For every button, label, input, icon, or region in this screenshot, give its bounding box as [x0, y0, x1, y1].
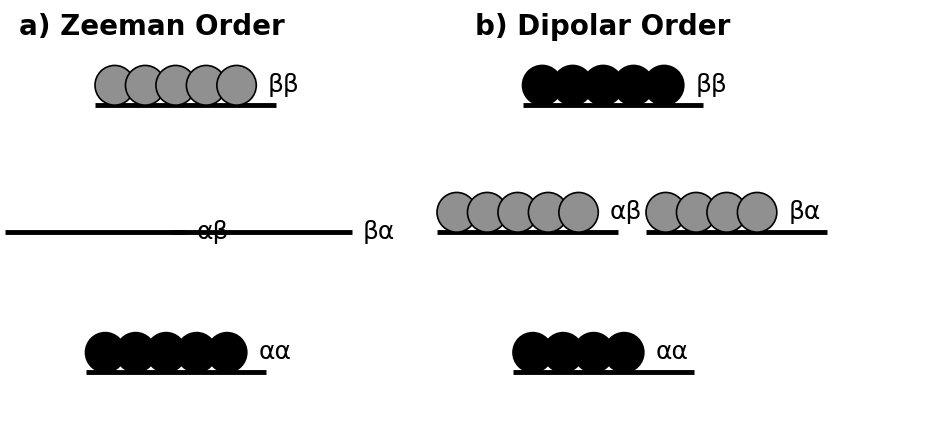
Text: βα: βα [363, 220, 395, 244]
Text: αα: αα [258, 340, 292, 364]
Ellipse shape [498, 192, 538, 232]
Ellipse shape [543, 332, 583, 372]
Ellipse shape [177, 332, 217, 372]
Ellipse shape [125, 65, 165, 105]
Ellipse shape [186, 65, 226, 105]
Ellipse shape [146, 332, 186, 372]
Ellipse shape [737, 192, 777, 232]
Ellipse shape [553, 65, 593, 105]
Text: αβ: αβ [610, 200, 642, 224]
Ellipse shape [676, 192, 716, 232]
Ellipse shape [614, 65, 654, 105]
Ellipse shape [513, 332, 553, 372]
Text: a) Zeeman Order: a) Zeeman Order [19, 13, 285, 41]
Ellipse shape [574, 332, 614, 372]
Ellipse shape [156, 65, 196, 105]
Text: αβ: αβ [197, 220, 229, 244]
Ellipse shape [528, 192, 568, 232]
Text: ββ: ββ [695, 73, 727, 97]
Ellipse shape [644, 65, 684, 105]
Ellipse shape [707, 192, 747, 232]
Ellipse shape [559, 192, 598, 232]
Ellipse shape [522, 65, 562, 105]
Text: b) Dipolar Order: b) Dipolar Order [475, 13, 731, 41]
Ellipse shape [467, 192, 507, 232]
Ellipse shape [437, 192, 477, 232]
Ellipse shape [604, 332, 644, 372]
Ellipse shape [116, 332, 156, 372]
Ellipse shape [95, 65, 135, 105]
Ellipse shape [646, 192, 686, 232]
Ellipse shape [86, 332, 125, 372]
Text: βα: βα [788, 200, 821, 224]
Ellipse shape [583, 65, 623, 105]
Ellipse shape [217, 65, 256, 105]
Text: αα: αα [656, 340, 688, 364]
Text: ββ: ββ [268, 73, 299, 97]
Ellipse shape [207, 332, 247, 372]
